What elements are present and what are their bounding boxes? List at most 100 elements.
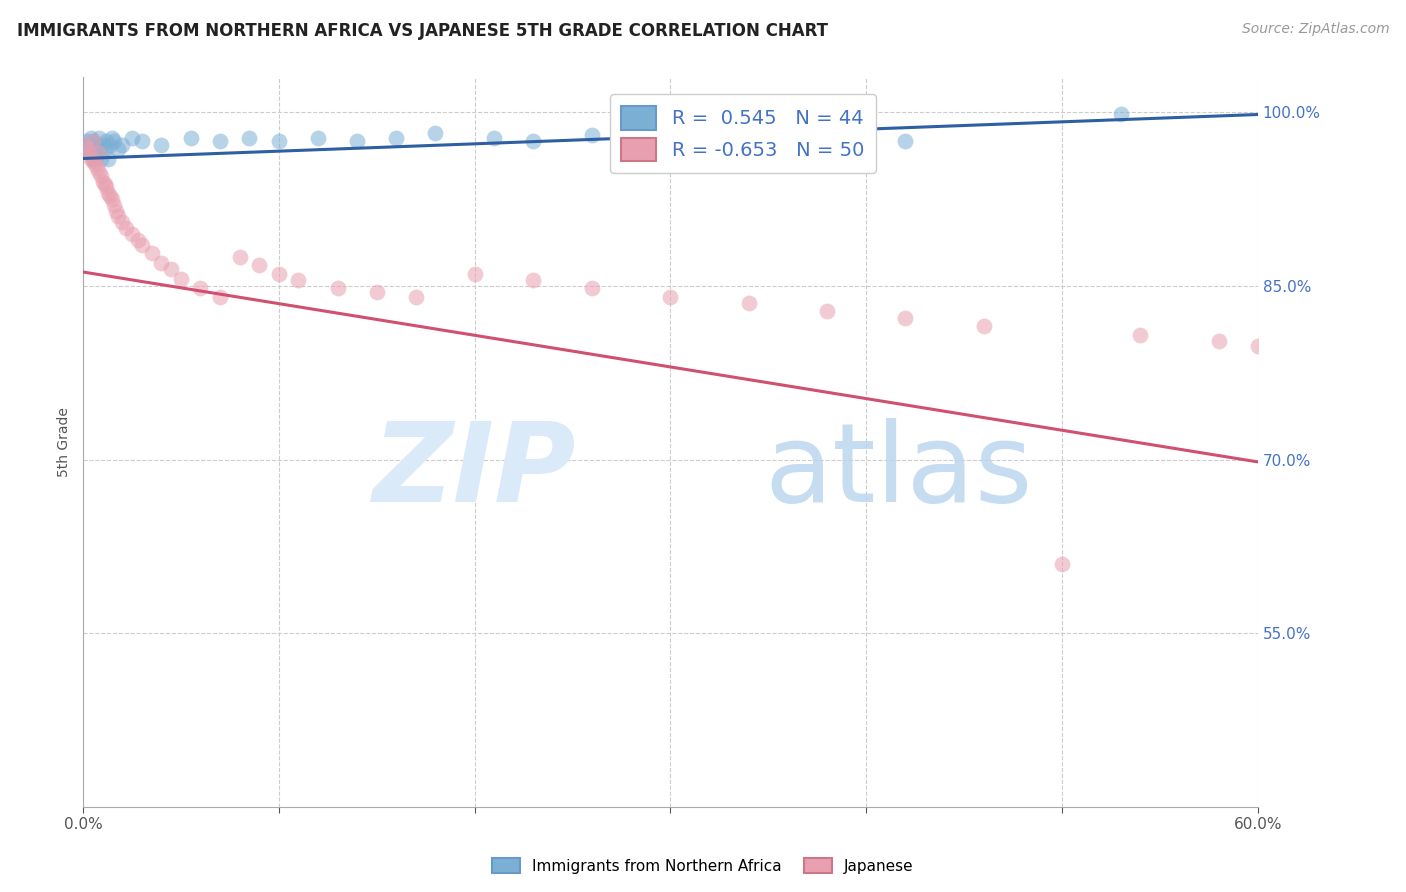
Point xyxy=(105,203,128,218)
Point xyxy=(425,126,447,140)
Point xyxy=(90,152,112,166)
Point xyxy=(77,137,100,152)
Point xyxy=(73,137,96,152)
Point xyxy=(894,311,917,326)
Point xyxy=(100,188,122,202)
Point xyxy=(83,142,105,156)
Text: ZIP: ZIP xyxy=(373,417,576,524)
Point xyxy=(73,140,96,154)
Point xyxy=(101,130,124,145)
Point xyxy=(170,272,193,286)
Point xyxy=(815,128,838,143)
Point xyxy=(190,281,212,295)
Point xyxy=(76,134,98,148)
Point xyxy=(101,192,124,206)
Point xyxy=(228,250,250,264)
Point xyxy=(100,137,122,152)
Point xyxy=(738,296,761,310)
Point xyxy=(115,221,138,235)
Point xyxy=(180,130,202,145)
Point xyxy=(366,285,388,299)
Point xyxy=(815,304,838,318)
Legend: R =  0.545   N = 44, R = -0.653   N = 50: R = 0.545 N = 44, R = -0.653 N = 50 xyxy=(610,95,876,173)
Point xyxy=(82,134,104,148)
Point xyxy=(894,134,917,148)
Point xyxy=(640,134,662,148)
Point xyxy=(131,134,153,148)
Point xyxy=(346,134,368,148)
Point xyxy=(150,137,173,152)
Point xyxy=(86,161,108,175)
Point xyxy=(267,134,290,148)
Point xyxy=(307,130,329,145)
Point xyxy=(76,142,98,156)
Point xyxy=(1208,334,1230,349)
Point xyxy=(111,137,134,152)
Point xyxy=(82,134,104,148)
Point xyxy=(659,290,682,304)
Point xyxy=(97,186,120,201)
Point xyxy=(1050,557,1073,571)
Point xyxy=(1129,327,1152,342)
Point xyxy=(86,137,108,152)
Point xyxy=(150,256,173,270)
Text: atlas: atlas xyxy=(765,417,1033,524)
Point xyxy=(111,215,134,229)
Point xyxy=(103,134,125,148)
Point xyxy=(385,130,408,145)
Text: Source: ZipAtlas.com: Source: ZipAtlas.com xyxy=(1241,22,1389,37)
Point xyxy=(80,145,103,160)
Point xyxy=(127,233,149,247)
Point xyxy=(1109,107,1132,121)
Point xyxy=(1247,339,1270,353)
Point xyxy=(103,198,125,212)
Point xyxy=(141,246,163,260)
Point xyxy=(482,130,505,145)
Point xyxy=(405,290,427,304)
Point xyxy=(91,137,114,152)
Point xyxy=(91,175,114,189)
Point xyxy=(267,268,290,282)
Point xyxy=(699,126,721,140)
Point xyxy=(247,258,270,272)
Point xyxy=(96,134,118,148)
Point xyxy=(522,134,544,148)
Point xyxy=(973,319,995,334)
Point xyxy=(87,130,110,145)
Point xyxy=(287,273,309,287)
Point xyxy=(96,180,118,194)
Point xyxy=(83,152,105,166)
Point xyxy=(90,169,112,183)
Y-axis label: 5th Grade: 5th Grade xyxy=(58,408,72,477)
Point xyxy=(77,145,100,160)
Point xyxy=(209,134,232,148)
Point xyxy=(93,177,115,191)
Point xyxy=(107,142,129,156)
Point xyxy=(82,153,104,168)
Point xyxy=(1384,105,1406,120)
Point xyxy=(238,130,260,145)
Point xyxy=(160,261,183,276)
Point xyxy=(121,130,143,145)
Text: IMMIGRANTS FROM NORTHERN AFRICA VS JAPANESE 5TH GRADE CORRELATION CHART: IMMIGRANTS FROM NORTHERN AFRICA VS JAPAN… xyxy=(17,22,828,40)
Point xyxy=(464,268,486,282)
Point xyxy=(87,145,110,160)
Point xyxy=(97,152,120,166)
Point xyxy=(80,152,103,166)
Point xyxy=(87,145,110,160)
Point xyxy=(209,290,232,304)
Point xyxy=(756,130,779,145)
Point xyxy=(77,142,100,156)
Point xyxy=(80,130,103,145)
Legend: Immigrants from Northern Africa, Japanese: Immigrants from Northern Africa, Japanes… xyxy=(486,852,920,880)
Point xyxy=(107,210,129,224)
Point xyxy=(131,238,153,252)
Point xyxy=(581,281,603,295)
Point xyxy=(82,152,104,166)
Point xyxy=(83,157,105,171)
Point xyxy=(522,273,544,287)
Point xyxy=(121,227,143,241)
Point xyxy=(93,142,115,156)
Point xyxy=(87,165,110,179)
Point xyxy=(326,281,349,295)
